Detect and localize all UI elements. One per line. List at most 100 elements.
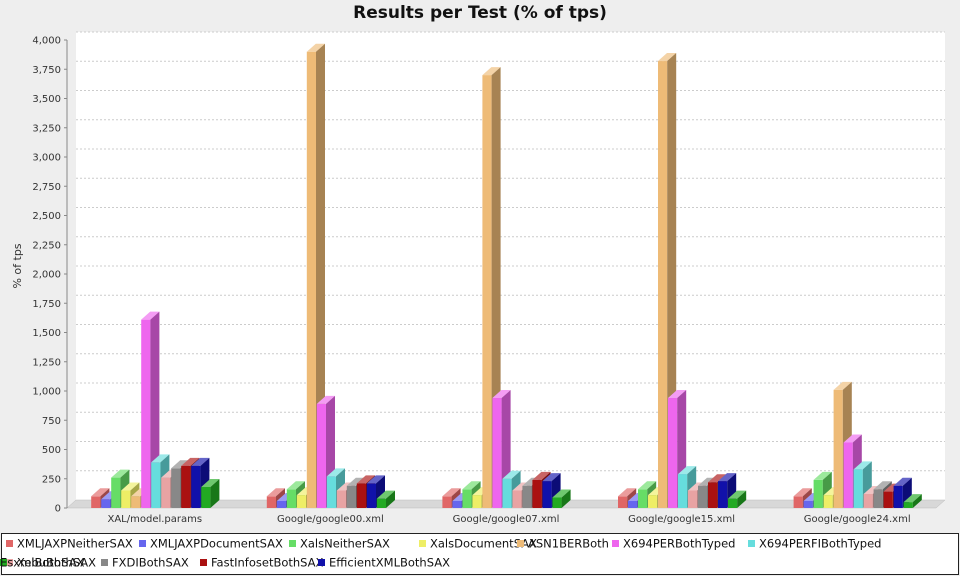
bar-top xyxy=(718,473,737,482)
bar-top xyxy=(482,67,501,76)
chart-title: Results per Test (% of tps) xyxy=(353,3,607,23)
y-tick-label: 250 xyxy=(42,474,61,485)
bar-front xyxy=(853,469,863,508)
bar-front xyxy=(883,491,893,508)
legend-item: XalsDocumentSAX xyxy=(419,537,537,551)
legend-swatch xyxy=(139,540,146,547)
legend-box xyxy=(1,533,959,575)
bar-side xyxy=(737,490,747,508)
bar-front xyxy=(151,462,161,508)
legend-item: FXDIBothSAX xyxy=(101,556,189,570)
bar-front xyxy=(111,477,121,508)
legend-label: X694PERBothTyped xyxy=(623,537,735,551)
bar-front xyxy=(171,468,181,508)
bar-top xyxy=(316,395,335,404)
legend-label: FastInfosetBothSAX xyxy=(211,556,324,570)
bar-front xyxy=(336,490,346,508)
legend: XMLJAXPNeitherSAX XMLJAXPDocumentSAX XalsN… xyxy=(0,533,959,575)
bar-front xyxy=(522,485,532,508)
legend-label: EfficientXMLBothSAX xyxy=(329,556,450,570)
bar xyxy=(201,478,220,508)
legend-swatch xyxy=(6,559,13,566)
legend-label: EsxmlBothSAX xyxy=(0,556,85,570)
y-axis: 0 250 500 750 1,000 1,250 1,500 1,750 2,000 2,250… xyxy=(32,36,67,515)
x-tick-label: Google/google24.xml xyxy=(804,514,911,525)
bar-top xyxy=(91,488,110,497)
bar-front xyxy=(793,496,803,508)
legend-swatch xyxy=(517,540,524,547)
y-tick-label: 500 xyxy=(42,445,61,456)
bar-front xyxy=(101,499,111,508)
legend-item: EsxmlBothSAX xyxy=(0,556,85,570)
bar-front xyxy=(326,476,336,508)
bar-front xyxy=(121,490,131,508)
x-axis-labels: XAL/model.params Google/google00.xml Googl… xyxy=(107,514,910,525)
bar-front xyxy=(718,481,728,508)
bar-front xyxy=(201,486,211,508)
bar-top xyxy=(191,457,210,466)
bar-front xyxy=(442,496,452,508)
y-tick-label: 1,750 xyxy=(32,299,61,310)
bar-top xyxy=(346,477,365,486)
bar-front xyxy=(893,485,903,508)
bar-front xyxy=(638,489,648,508)
bar-top xyxy=(111,469,130,478)
bar-front xyxy=(542,481,552,508)
bar-top xyxy=(542,473,561,482)
bar-front xyxy=(91,496,101,508)
bar-top xyxy=(668,390,687,399)
bar-top xyxy=(181,457,200,466)
y-tick-label: 1,500 xyxy=(32,328,61,339)
bar-front xyxy=(512,490,522,508)
legend-label: XalsDocumentSAX xyxy=(430,537,537,551)
bar-front xyxy=(698,485,708,508)
bar-front xyxy=(131,496,141,508)
bar-top xyxy=(532,471,551,480)
bar-top xyxy=(201,478,220,487)
bar-side xyxy=(316,43,325,508)
x-tick-label: XAL/model.params xyxy=(107,514,202,525)
y-tick-label: 2,500 xyxy=(32,211,61,222)
bar-front xyxy=(648,495,658,508)
bar-top xyxy=(552,489,571,498)
bar-side xyxy=(210,478,220,508)
bar xyxy=(306,43,325,508)
bar-front xyxy=(863,493,873,508)
bar-front xyxy=(306,51,316,508)
bar-top xyxy=(708,474,727,483)
bar-front xyxy=(903,502,913,508)
bar-front xyxy=(552,497,562,508)
bar-front xyxy=(728,498,738,508)
bar-front xyxy=(346,485,356,508)
bar-front xyxy=(678,474,688,508)
bar-top xyxy=(502,470,521,479)
legend-label: XebuBothSAX xyxy=(17,556,96,570)
y-tick-label: 2,250 xyxy=(32,240,61,251)
legend-label: X694PERFIBothTyped xyxy=(759,537,881,551)
legend-swatch xyxy=(612,540,619,547)
bar-front xyxy=(462,489,472,508)
bar-front xyxy=(316,403,326,508)
legend-item: ASN1BERBoth xyxy=(517,537,609,551)
y-tick-label: 2,750 xyxy=(32,182,61,193)
legend-label: FXDIBothSAX xyxy=(112,556,189,570)
legend-label: XMLJAXPDocumentSAX xyxy=(150,537,283,551)
y-tick-label: 3,750 xyxy=(32,65,61,76)
x-tick-label: Google/google00.xml xyxy=(277,514,384,525)
bar-front xyxy=(813,479,823,508)
bar-front xyxy=(366,483,376,508)
bar-side xyxy=(561,489,571,508)
legend-swatch xyxy=(318,559,325,566)
legend-item: EfficientXMLBothSAX xyxy=(318,556,450,570)
bar-top xyxy=(121,482,140,491)
bar-top xyxy=(376,490,395,499)
bar-top xyxy=(151,454,170,463)
bar-top xyxy=(853,461,872,470)
bar-front xyxy=(472,495,482,508)
legend-item: XebuBothSAX xyxy=(6,556,96,570)
bar-front xyxy=(296,495,306,508)
legend-label: ASN1BERBoth xyxy=(528,537,609,551)
bar xyxy=(728,490,747,508)
y-tick-label: 2,000 xyxy=(32,270,61,281)
